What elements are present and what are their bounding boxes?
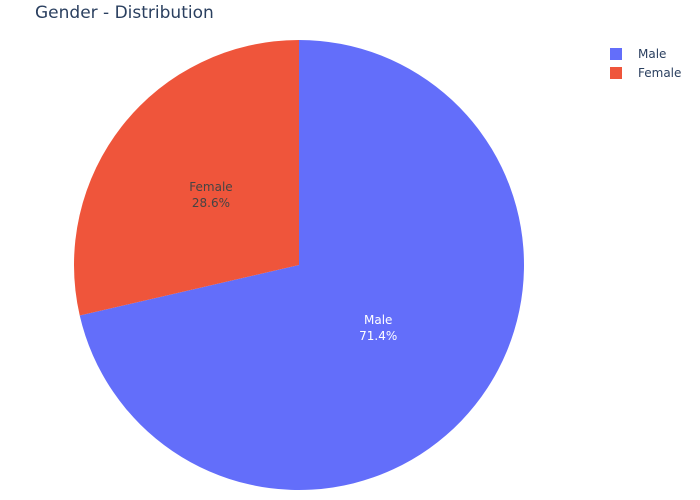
slice-label-male: Male — [364, 313, 392, 327]
legend-swatch-female — [610, 66, 622, 79]
slice-label-female: Female — [189, 180, 232, 194]
pie-slice-male[interactable] — [79, 40, 525, 490]
legend-item-male[interactable]: Male — [610, 44, 681, 63]
legend[interactable]: Male Female — [610, 44, 681, 82]
pie-slice-female[interactable] — [74, 40, 300, 316]
legend-swatch-male — [610, 47, 622, 60]
slice-percent-male: 71.4% — [359, 329, 397, 343]
chart-title: Gender - Distribution — [35, 3, 214, 23]
legend-label-male: Male — [638, 46, 667, 61]
slice-percent-female: 28.6% — [192, 196, 230, 210]
legend-label-female: Female — [638, 65, 682, 80]
legend-item-female[interactable]: Female — [610, 63, 681, 82]
